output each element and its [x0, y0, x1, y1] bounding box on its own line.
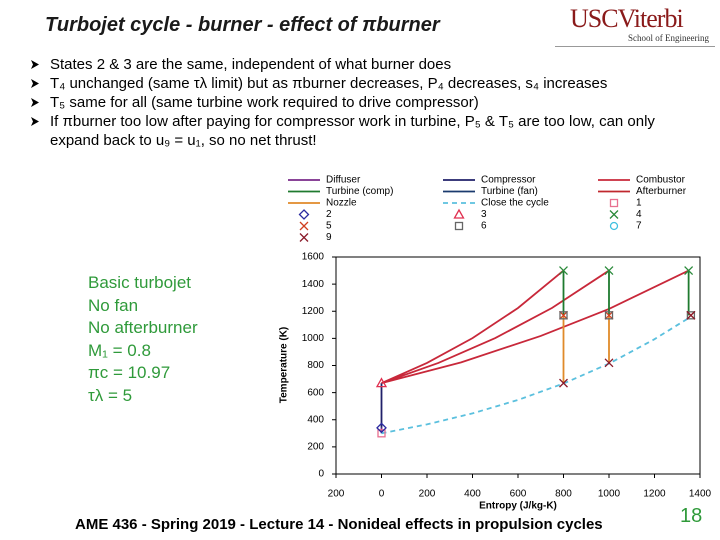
series-line [381, 269, 690, 385]
logo-subtitle: School of Engineering [628, 33, 709, 43]
arrow-shape [31, 117, 39, 126]
point-marker [377, 429, 386, 438]
legend-swatch [609, 198, 619, 208]
side-note: No fan [88, 295, 139, 315]
point-marker [375, 377, 388, 388]
y-tick-label: 400 [307, 414, 324, 425]
x-tick-label: 1400 [689, 489, 712, 500]
legend-label: Nozzle [326, 198, 357, 209]
legend-label: 5 [326, 221, 332, 232]
legend-label: Turbine (fan) [481, 186, 538, 197]
y-tick-label: 1600 [302, 252, 325, 263]
y-axis-label: Temperature (K) [279, 327, 290, 404]
y-tick-label: 0 [318, 469, 324, 480]
legend-label: Turbine (comp) [326, 186, 393, 197]
plot-frame [335, 256, 701, 475]
series-line [562, 270, 690, 316]
legend-label: 6 [481, 221, 487, 232]
logo: USCViterbi [570, 4, 684, 33]
arrow-shape [31, 60, 39, 69]
legend-swatch [299, 221, 309, 231]
legend-swatch [453, 208, 465, 219]
legend-label: Combustor [636, 175, 686, 186]
legend-swatch [299, 233, 309, 242]
point-marker [559, 266, 568, 276]
side-note: τλ = 5 [88, 385, 133, 405]
bullet-arrow [31, 60, 39, 69]
legend-label: Diffuser [326, 175, 361, 186]
side-note: πc = 10.97 [88, 363, 171, 382]
legend-swatch [298, 209, 310, 220]
point-marker [604, 266, 614, 276]
legend-label: 3 [481, 209, 487, 220]
legend-label: 4 [636, 209, 642, 220]
legend-label: Compressor [481, 175, 536, 186]
bullet-arrow [31, 98, 39, 107]
side-note: No afterburner [88, 318, 198, 337]
chart: Entropy (J/kg-K) Temperature (K) 200 0 200… [279, 175, 712, 512]
point-marker [559, 311, 568, 320]
bullet-text: States 2 & 3 are the same, independent o… [50, 56, 452, 73]
side-note: M₁ = 0.8 [88, 340, 151, 360]
header-rule [555, 46, 715, 47]
point-marker [604, 310, 614, 320]
point-marker [604, 311, 614, 320]
x-axis-label: Entropy (J/kg-K) [479, 501, 557, 512]
bullet: T₄ unchanged (same τλ limit) but as πbur… [30, 74, 700, 93]
bullet: T₅ same for all (same turbine work requi… [30, 93, 700, 112]
bullet-text: T₅ same for all (same turbine work requi… [50, 94, 479, 111]
legend-swatch [609, 210, 619, 219]
y-tick-label: 600 [307, 387, 324, 398]
legend-label: Afterburner [636, 186, 687, 197]
x-tick-label: 1000 [598, 489, 621, 500]
point-marker [686, 310, 696, 320]
legend-label: 7 [636, 221, 642, 232]
x-tick-label: 400 [464, 489, 481, 500]
y-tick-label: 1200 [302, 306, 325, 317]
y-tick-label: 800 [307, 360, 324, 371]
y-tick-label: 200 [307, 442, 324, 453]
point-marker [686, 311, 696, 320]
arrow-shape [31, 98, 39, 107]
arrow-shape [31, 79, 39, 88]
bullet-text: If πburner too low after paying for comp… [50, 113, 655, 149]
point-marker [559, 310, 568, 320]
bullet-arrow [31, 79, 39, 88]
series-line [381, 315, 692, 435]
legend-label: 1 [636, 198, 642, 209]
bullet: If πburner too low after paying for comp… [30, 112, 700, 150]
bullet-text: T₄ unchanged (same τλ limit) but as πbur… [50, 75, 608, 92]
legend-label: 9 [326, 232, 332, 243]
footer: AME 436 - Spring 2019 - Lecture 14 - Non… [75, 516, 603, 533]
legend-label: Close the cycle [481, 198, 549, 209]
legend-label: 2 [326, 209, 332, 220]
point-marker [604, 358, 614, 368]
y-tick-label: 1400 [302, 279, 325, 290]
x-tick-label: 200 [328, 489, 345, 500]
x-tick-label: 1200 [643, 489, 666, 500]
x-tick-label: 0 [379, 489, 385, 500]
legend-swatch [454, 221, 464, 231]
x-tick-label: 600 [510, 489, 527, 500]
point-marker [376, 422, 387, 434]
y-tick-label: 1000 [302, 333, 325, 344]
bullet: States 2 & 3 are the same, independent o… [30, 55, 700, 74]
slide-title: Turbojet cycle - burner - effect of πbur… [45, 14, 440, 36]
x-tick-label: 800 [555, 489, 572, 500]
bullet-arrow [31, 117, 39, 126]
bullet-list: States 2 & 3 are the same, independent o… [30, 55, 700, 150]
page-number: 18 [680, 505, 703, 527]
side-notes: Basic turbojet No fan No afterburner M₁ = 0… [88, 272, 198, 407]
side-note: Basic turbojet [88, 273, 191, 292]
x-tick-label: 200 [419, 489, 436, 500]
point-marker [559, 378, 568, 388]
point-marker [684, 266, 694, 276]
series-line [562, 315, 610, 384]
legend-swatch [609, 221, 619, 231]
